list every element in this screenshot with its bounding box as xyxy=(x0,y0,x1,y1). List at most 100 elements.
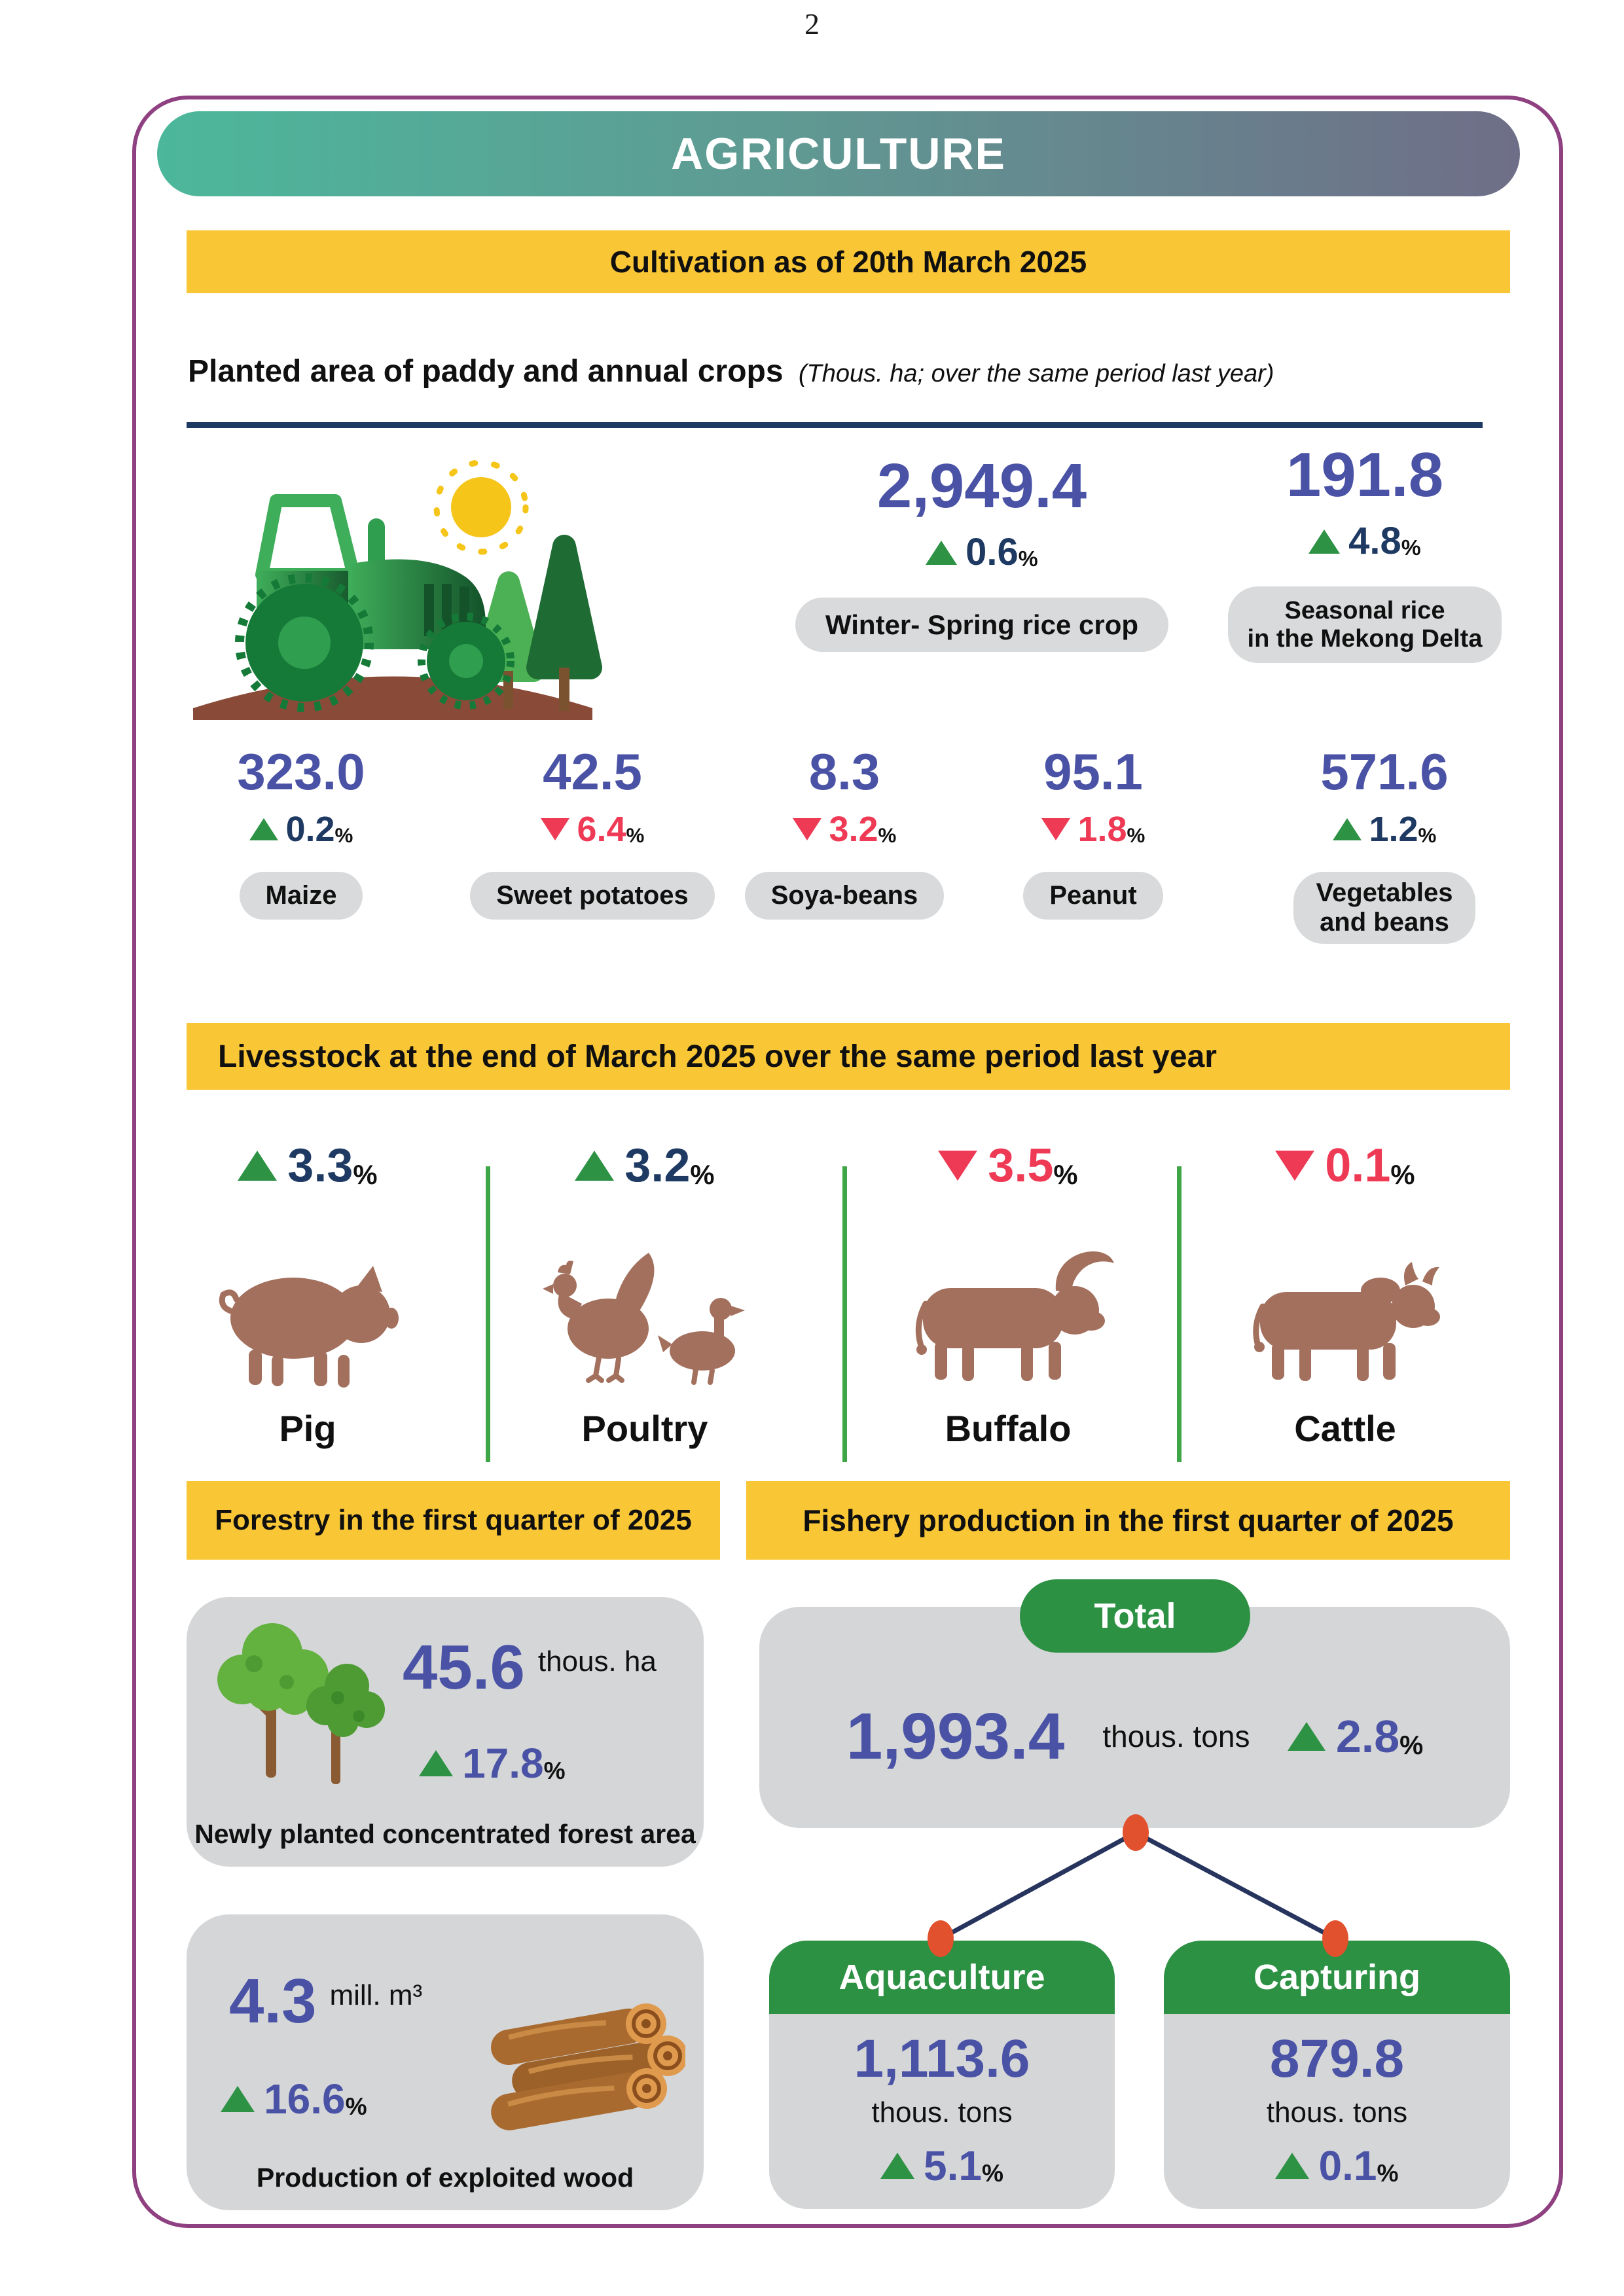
percent-sign: % xyxy=(982,2159,1004,2187)
column-divider xyxy=(1177,1166,1182,1462)
sun-icon xyxy=(433,459,529,555)
change-value: 5.1 xyxy=(924,2142,983,2189)
change-indicator: 3.5 % xyxy=(938,1142,1078,1189)
percent-sign: % xyxy=(353,1158,378,1190)
exploited-wood-card: 4.3 mill. m³ 16.6 % Production of exploi… xyxy=(187,1914,704,2210)
change-indicator: 5.1 % xyxy=(880,2145,1003,2187)
percent-sign: % xyxy=(690,1158,715,1190)
tree-dark-icon xyxy=(526,535,602,711)
percent-sign: % xyxy=(1399,1729,1424,1760)
livestock-stat-poultry: 3.2 % Poultry xyxy=(501,1142,789,1450)
percent-sign: % xyxy=(543,1757,566,1785)
crop-label-pill: Maize xyxy=(239,872,363,920)
change-indicator: 16.6 % xyxy=(221,2078,367,2120)
change-value: 6.4 xyxy=(577,810,626,849)
change-indicator: 3.3 % xyxy=(238,1139,378,1192)
change-triangle-icon xyxy=(792,818,821,840)
forest-area-card: 45.6 thous. ha 17.8 % Newly planted conc… xyxy=(187,1597,704,1867)
cultivation-banner: Cultivation as of 20th March 2025 xyxy=(187,230,1510,293)
section-divider xyxy=(187,422,1483,428)
stat-unit: thous. tons xyxy=(871,2096,1013,2128)
stat-unit: thous. tons xyxy=(1266,2096,1408,2128)
percent-sign: % xyxy=(1418,824,1437,848)
change-value: 0.6 xyxy=(965,531,1019,573)
crop-label-pill: Sweet potatoes xyxy=(470,872,715,920)
change-triangle-icon xyxy=(1275,2153,1310,2179)
logs-icon xyxy=(491,2003,685,2130)
poultry-icon xyxy=(543,1253,745,1385)
livestock-label: Poultry xyxy=(581,1408,708,1449)
stat-value: 571.6 xyxy=(1320,743,1449,800)
change-value: 17.8 xyxy=(462,1740,544,1787)
change-value: 3.2 xyxy=(829,810,878,849)
livestock-label: Cattle xyxy=(1294,1408,1396,1449)
livestock-label: Buffalo xyxy=(945,1408,1072,1449)
change-value: 16.6 xyxy=(264,2075,346,2123)
crop-stat-sweet-potatoes: 42.5 6.4 % Sweet potatoes xyxy=(468,746,717,920)
change-value: 3.3 xyxy=(287,1139,353,1192)
change-triangle-icon xyxy=(1275,1151,1315,1181)
change-value: 1.2 xyxy=(1369,810,1418,849)
trees-icon xyxy=(217,1623,385,1784)
ground-illustration xyxy=(193,676,592,720)
section-title-text: Planted area of paddy and annual crops xyxy=(188,354,784,389)
crop-label-pill: Soya-beans xyxy=(744,872,945,920)
stat-value: 323.0 xyxy=(237,743,365,800)
change-value: 2.8 xyxy=(1335,1711,1400,1762)
stat-value: 191.8 xyxy=(1286,440,1444,510)
percent-sign: % xyxy=(1127,824,1146,848)
change-triangle-icon xyxy=(926,540,958,565)
change-triangle-icon xyxy=(1041,818,1070,840)
crop-stat-soya-beans: 8.3 3.2 % Soya-beans xyxy=(720,746,969,920)
change-triangle-icon xyxy=(1288,1722,1326,1751)
livestock-stat-buffalo: 3.5 % Buffalo xyxy=(864,1142,1152,1450)
crop-stat-maize: 323.0 0.2 % Maize xyxy=(177,746,425,920)
buffalo-icon xyxy=(915,1251,1114,1381)
percent-sign: % xyxy=(1390,1158,1415,1190)
fishery-total-card: 1,993.4 thous. tons 2.8 % xyxy=(759,1607,1510,1828)
stat-value: 95.1 xyxy=(1043,743,1143,800)
tractor-icon xyxy=(235,494,514,712)
stat-value: 2,949.4 xyxy=(876,451,1087,521)
change-triangle-icon xyxy=(238,1151,278,1181)
fishery-banner: Fishery production in the first quarter … xyxy=(746,1481,1510,1560)
percent-sign: % xyxy=(334,824,353,848)
change-value: 4.8 xyxy=(1348,520,1401,562)
change-triangle-icon xyxy=(249,818,278,840)
card-header: Capturing xyxy=(1164,1941,1510,2014)
pig-icon xyxy=(219,1266,399,1388)
change-indicator: 4.8 % xyxy=(1308,520,1421,562)
crop-stat-peanut: 95.1 1.8 % Peanut xyxy=(969,746,1218,920)
stat-unit: thous. tons xyxy=(1102,1719,1250,1753)
change-triangle-icon xyxy=(221,2086,255,2112)
stat-label-pill: Seasonal rice in the Mekong Delta xyxy=(1227,586,1502,664)
change-indicator: 0.2 % xyxy=(249,812,353,847)
percent-sign: % xyxy=(1018,547,1038,572)
change-triangle-icon xyxy=(575,1151,615,1181)
change-indicator: 17.8 % xyxy=(419,1742,566,1784)
capturing-card: Capturing 879.8 thous. tons 0.1 % xyxy=(1164,1941,1510,2209)
page-number: 2 xyxy=(804,7,820,41)
change-triangle-icon xyxy=(1332,818,1362,840)
stat-value: 8.3 xyxy=(808,743,880,800)
change-triangle-icon xyxy=(938,1151,978,1181)
change-triangle-icon xyxy=(419,1750,453,1776)
change-triangle-icon xyxy=(1308,529,1341,554)
stat-value-row: 45.6 thous. ha xyxy=(403,1636,657,1699)
page-frame xyxy=(132,96,1563,2228)
change-indicator: 0.1 % xyxy=(1275,1142,1415,1189)
change-indicator: 3.2 % xyxy=(575,1142,715,1190)
crop-label-pill: Peanut xyxy=(1023,872,1163,920)
change-triangle-icon xyxy=(880,2153,914,2179)
crop-label-pill: Vegetables and beans xyxy=(1293,872,1475,944)
percent-sign: % xyxy=(1377,2159,1399,2187)
forestry-banner: Forestry in the first quarter of 2025 xyxy=(187,1481,720,1560)
stat-unit: mill. m³ xyxy=(329,1979,423,2011)
change-indicator: 2.8 % xyxy=(1288,1713,1423,1759)
change-indicator: 1.8 % xyxy=(1041,812,1146,848)
percent-sign: % xyxy=(878,824,897,848)
stat-value: 42.5 xyxy=(543,743,642,800)
percent-sign: % xyxy=(345,2092,367,2121)
column-divider xyxy=(486,1166,490,1462)
